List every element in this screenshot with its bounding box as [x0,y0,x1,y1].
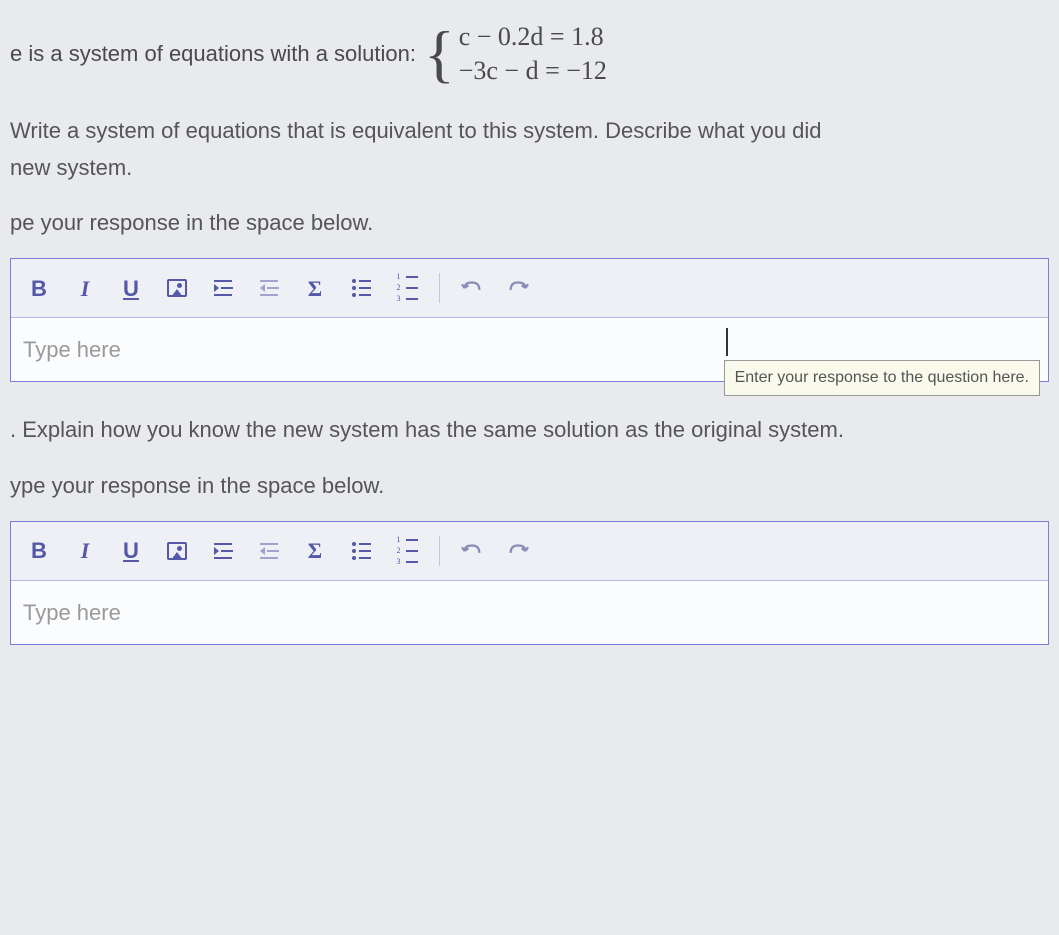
undo-icon [461,277,483,299]
bullet-list-button[interactable] [339,267,383,309]
toolbar-b: B I U Σ [11,522,1048,581]
response-input-b[interactable]: Type here [11,581,1048,644]
response-input-a[interactable]: Type here Enter your response to the que… [11,318,1048,381]
image-button[interactable] [155,530,199,572]
bullet-list-icon [352,542,371,560]
toolbar-a: B I U Σ [11,259,1048,318]
brace-icon: { [424,28,455,79]
placeholder-text-b: Type here [23,600,121,625]
editor-a: B I U Σ [10,258,1049,382]
equation-button[interactable]: Σ [293,530,337,572]
response-prompt-a: pe your response in the space below. [10,205,1049,240]
image-button[interactable] [155,267,199,309]
intro-text: e is a system of equations with a soluti… [10,36,416,71]
editor-b: B I U Σ [10,521,1049,645]
bullet-list-button[interactable] [339,530,383,572]
numbered-list-icon: 1 2 3 [397,536,418,566]
italic-button[interactable]: I [63,530,107,572]
task-text-a-line2: new system. [10,150,1049,185]
toolbar-divider [439,536,440,566]
outdent-icon [260,280,279,296]
task-text-b: . Explain how you know the new system ha… [10,412,1049,447]
bullet-list-icon [352,279,371,297]
text-cursor [726,328,728,356]
indent-icon [214,543,233,559]
numbered-list-button[interactable]: 1 2 3 [385,530,429,572]
indent-button[interactable] [201,267,245,309]
underline-button[interactable]: U [109,267,153,309]
outdent-button[interactable] [247,267,291,309]
undo-button[interactable] [450,267,494,309]
equation-button[interactable]: Σ [293,267,337,309]
image-icon [167,542,187,560]
image-icon [167,279,187,297]
response-prompt-b: ype your response in the space below. [10,468,1049,503]
undo-icon [461,540,483,562]
indent-icon [214,280,233,296]
redo-icon [507,540,529,562]
equation-1: c − 0.2d = 1.8 [459,20,607,54]
task-text-a: Write a system of equations that is equi… [10,113,1049,148]
equation-2: −3c − d = −12 [459,54,607,88]
italic-button[interactable]: I [63,267,107,309]
numbered-list-button[interactable]: 1 2 3 [385,267,429,309]
outdent-icon [260,543,279,559]
question-equation-row: e is a system of equations with a soluti… [10,20,1049,88]
redo-icon [507,277,529,299]
bold-button[interactable]: B [17,267,61,309]
toolbar-divider [439,273,440,303]
tooltip-a: Enter your response to the question here… [724,360,1040,396]
redo-button[interactable] [496,530,540,572]
equation-system: { c − 0.2d = 1.8 −3c − d = −12 [424,20,607,88]
outdent-button[interactable] [247,530,291,572]
numbered-list-icon: 1 2 3 [397,273,418,303]
undo-button[interactable] [450,530,494,572]
indent-button[interactable] [201,530,245,572]
bold-button[interactable]: B [17,530,61,572]
placeholder-text-a: Type here [23,337,121,362]
redo-button[interactable] [496,267,540,309]
underline-button[interactable]: U [109,530,153,572]
